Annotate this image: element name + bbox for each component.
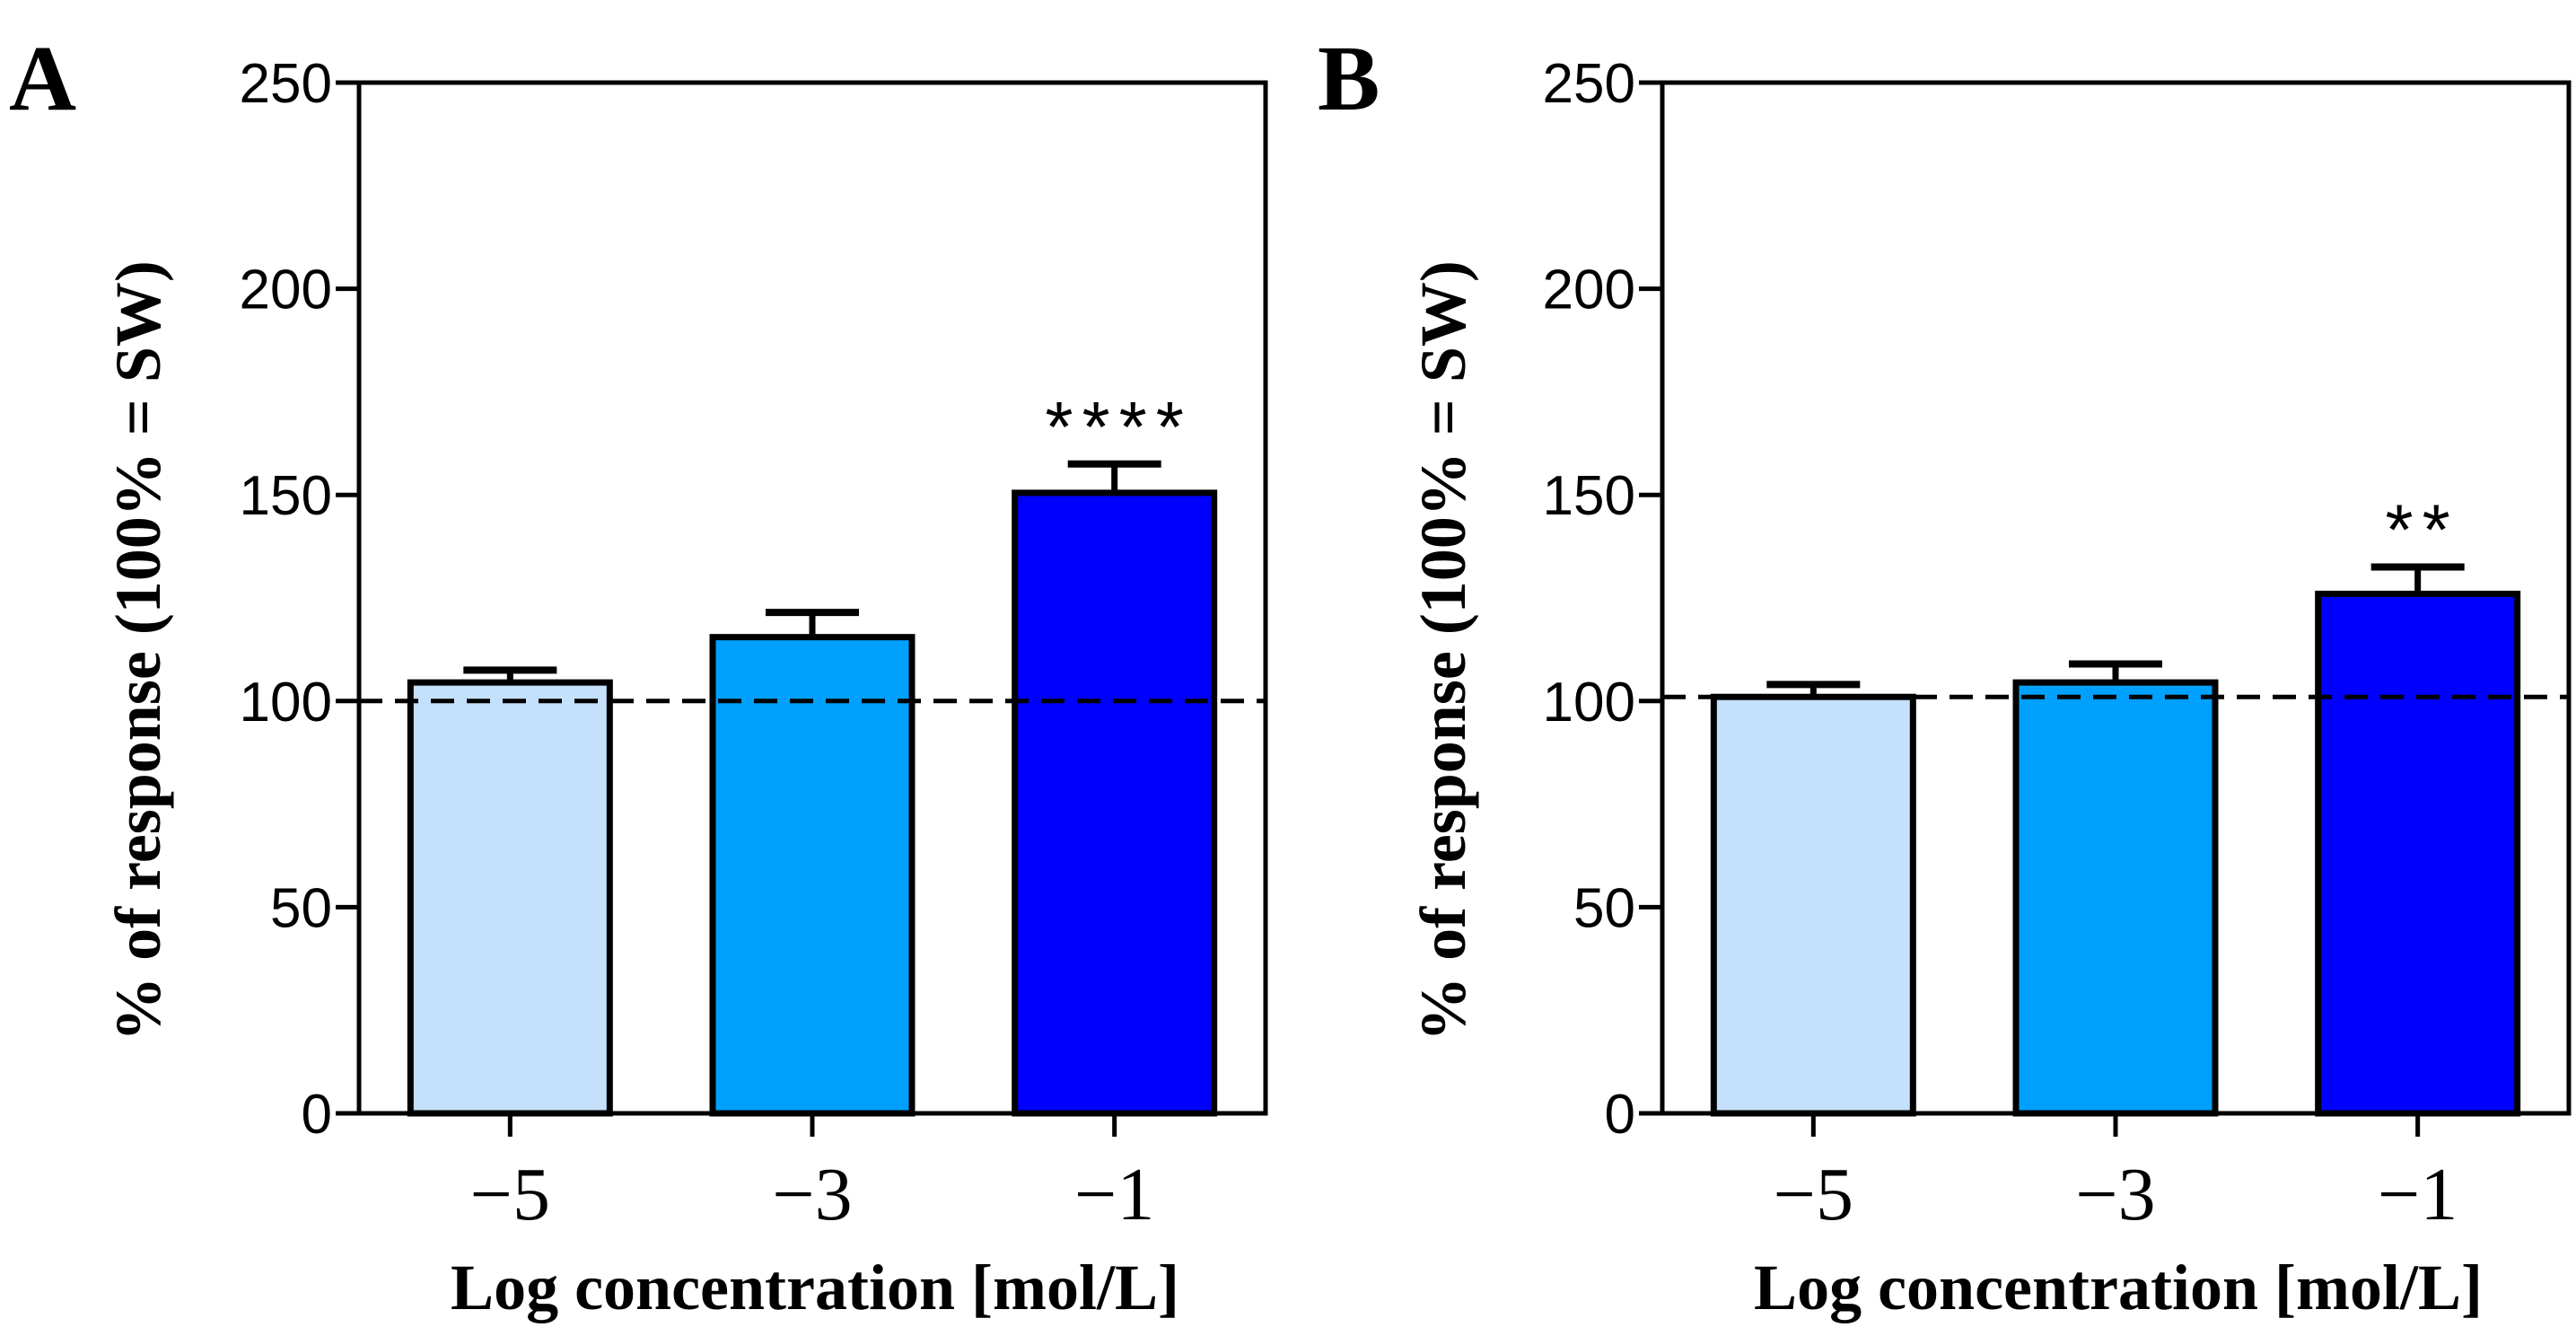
panel-a-y-axis-title: % of response (100% = SW) <box>102 260 174 1042</box>
panel-a-x-tick-label-0: −5 <box>470 1153 550 1236</box>
panel-b-y-tick-label-3: 150 <box>1543 465 1635 527</box>
panel-a-y-tick-label-1: 50 <box>270 877 332 939</box>
panel-b-y-tick-label-4: 200 <box>1543 259 1635 321</box>
panel-a-plot: **** 0 50 100 150 200 250 −5 −3 −1 <box>240 53 1268 1236</box>
panel-b-bar-1 <box>2012 679 2219 1117</box>
panel-a-y-tick-label-3: 150 <box>240 465 332 527</box>
panel-a-bar-1 <box>709 634 916 1117</box>
panel-a-y-tick-label-4: 200 <box>240 259 332 321</box>
panel-a-x-tick-label-2: −1 <box>1074 1153 1154 1236</box>
panel-a: A **** 0 50 100 150 200 250 −5 −3 −1 % of respons… <box>9 27 1268 1323</box>
panel-b-bar-0 <box>1710 693 1916 1117</box>
panel-b-x-tick-label-2: −1 <box>2378 1153 2458 1236</box>
panel-a-y-tick-label-5: 250 <box>240 53 332 115</box>
panel-a-significance-2: **** <box>1045 387 1193 467</box>
panel-b-x-tick-label-0: −5 <box>1774 1153 1853 1236</box>
panel-label-b: B <box>1318 27 1380 130</box>
panel-b-y-tick-label-5: 250 <box>1543 53 1635 115</box>
panel-a-x-tick-label-1: −3 <box>772 1153 852 1236</box>
panel-b-y-axis-title: % of response (100% = SW) <box>1407 260 1479 1042</box>
panel-a-bar-0 <box>407 679 613 1117</box>
panel-b-bar-2 <box>2315 590 2521 1117</box>
panel-b: B ** 0 50 100 150 200 250 −5 −3 −1 % of response … <box>1318 27 2572 1323</box>
panel-a-x-axis-title: Log concentration [mol/L] <box>451 1252 1179 1323</box>
panel-b-x-tick-label-1: −3 <box>2075 1153 2155 1236</box>
panel-b-x-axis-title: Log concentration [mol/L] <box>1754 1252 2483 1323</box>
panel-b-plot: ** 0 50 100 150 200 250 −5 −3 −1 <box>1543 53 2572 1236</box>
panel-a-y-tick-label-2: 100 <box>240 672 332 734</box>
panel-b-significance-2: ** <box>2386 490 2459 570</box>
panel-a-bar-2 <box>1012 489 1218 1117</box>
panel-label-a: A <box>9 27 76 130</box>
panel-a-y-tick-label-0: 0 <box>302 1084 332 1146</box>
panel-b-y-tick-label-0: 0 <box>1605 1084 1635 1146</box>
panel-b-y-tick-label-1: 50 <box>1573 877 1635 939</box>
panel-b-y-tick-label-2: 100 <box>1543 672 1635 734</box>
